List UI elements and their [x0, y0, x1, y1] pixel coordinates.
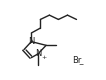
Text: Br: Br	[72, 56, 82, 65]
Text: −: −	[79, 62, 84, 67]
Text: +: +	[41, 55, 46, 60]
Text: N: N	[35, 49, 41, 58]
Text: N: N	[28, 37, 35, 46]
